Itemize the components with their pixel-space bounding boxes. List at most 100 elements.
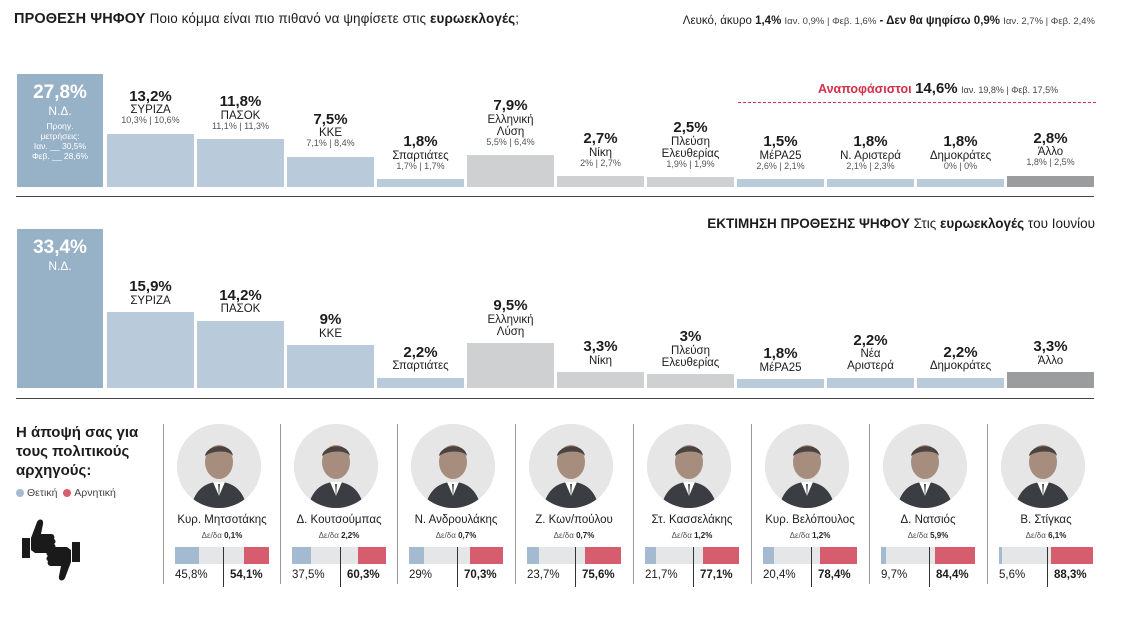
positive-bar (292, 547, 311, 564)
value-label: 33,4% (33, 237, 87, 259)
negative-dot-icon (63, 489, 72, 498)
negative-bar (1051, 547, 1093, 564)
category-label: Σπαρτιάτες (392, 149, 449, 162)
positive-label: 21,7% (645, 569, 678, 581)
leader-dk: Δε/δα 0,7% (397, 531, 515, 540)
category-label: Ελληνική (487, 313, 534, 326)
positive-label: 37,5% (292, 569, 325, 581)
undecided-label: Αναποφάσιστοι (818, 82, 912, 96)
bar-2 (197, 320, 284, 388)
previous-values: 2% | 2,7% (580, 157, 621, 168)
leader-name: Κυρ. Βελόπουλος (765, 514, 855, 526)
negative-label: 54,1% (230, 569, 263, 581)
blank-label: Λευκό, άκυρο (682, 15, 752, 27)
category-label: Ν.Δ. (48, 259, 72, 274)
previous-values: 0% | 0% (943, 160, 978, 171)
bar-4 (377, 377, 464, 388)
category-label: ΚΚΕ (318, 127, 342, 140)
dk-value: 1,2% (694, 531, 713, 540)
vote-estimate-chart: 33,4% Ν.Δ. 15,9% ΣΥΡΙΖΑ 14,2% ΠΑΣΟΚ 9% ΚΚΕ 2,2% Σ… (17, 229, 1094, 388)
category-label: Λύση (496, 125, 525, 138)
value-label: 15,9% (129, 278, 172, 296)
value-label: 2,2% (943, 343, 978, 361)
undecided-note: Αναποφάσιστοι 14,6% Ιαν. 19,8% | Φεβ. 17… (818, 80, 1058, 97)
section-divider-2 (16, 398, 1094, 399)
blank-and-abstain-note: Λευκό, άκυρο 1,4% Ιαν. 0,9% | Φεβ. 1,6% … (683, 15, 1095, 27)
negative-bar (935, 547, 975, 564)
bar-3 (287, 345, 374, 388)
dk-label: Δε/δα (789, 531, 813, 540)
leader-card: Κυρ. Μητσοτάκης Δε/δα 0,1% 45,8% 54,1% (163, 424, 281, 587)
leader-card: Δ. Νατσιός Δε/δα 5,9% 9,7% 84,4% (869, 424, 987, 587)
value-label: 11,8% (219, 93, 262, 111)
value-label: 27,8% (33, 82, 87, 104)
bar-1 (107, 312, 194, 388)
leaders-legend: Θετική Αρνητική (16, 487, 116, 499)
category-label: ΚΚΕ (318, 328, 342, 340)
blank-prev: Ιαν. 0,9% | Φεβ. 1,6% (784, 16, 877, 27)
previous-values: 2,1% | 2,3% (846, 160, 895, 171)
value-label: 1,8% (943, 133, 978, 150)
bar-label-7: 3% Πλεύση Ελευθερίας (647, 328, 734, 369)
undecided-value: 14,6% (915, 80, 958, 97)
leader-divider (163, 424, 164, 584)
category-label: Πλεύση (671, 135, 710, 148)
wont-vote-prev: Ιαν. 2,7% | Φεβ. 2,4% (1003, 16, 1095, 27)
bar-3 (287, 156, 374, 187)
category-label: Ν. Αριστερά (840, 149, 901, 162)
leader-dk: Δε/δα 1,2% (633, 531, 751, 540)
positive-label: 20,4% (763, 569, 796, 581)
dk-label: Δε/δα (435, 531, 459, 540)
bar-label-2: 14,2% ΠΑΣΟΚ (197, 287, 284, 316)
leader-dk: Δε/δα 5,9% (869, 531, 987, 540)
divider-tick (929, 547, 930, 587)
leader-card: Ν. Ανδρουλάκης Δε/δα 0,7% 29% 70,3% (397, 424, 515, 587)
leader-portrait (529, 424, 613, 508)
value-label: 1,8% (403, 133, 438, 150)
dk-value: 2,2% (341, 531, 360, 540)
leader-name: Ν. Ανδρουλάκης (414, 514, 498, 526)
estimate-title-bold: ΕΚΤΙΜΗΣΗ ΠΡΟΘΕΣΗΣ ΨΗΦΟΥ (707, 216, 910, 231)
bar-6 (557, 176, 644, 187)
dk-label: Δε/δα (907, 531, 931, 540)
positive-bar (763, 547, 774, 564)
category-label: Άλλο (1037, 146, 1064, 159)
bar-11 (1007, 372, 1094, 388)
value-label: 9,5% (493, 296, 528, 314)
positive-bar (175, 547, 199, 564)
category-label: Δημοκράτες (929, 149, 992, 162)
divider-tick (340, 547, 341, 587)
leader-card: Β. Στίγκας Δε/δα 6,1% 5,6% 88,3% (987, 424, 1105, 587)
chart-subtitle: Ποιο κόμμα είναι πιο πιθανό να ψηφίσετε … (150, 11, 519, 26)
bar-0 (17, 74, 103, 187)
thumbs-up-down-icon (18, 516, 84, 584)
value-label: 2,8% (1033, 129, 1068, 147)
negative-label: 88,3% (1054, 569, 1087, 581)
title-text: ΠΡΟΘΕΣΗ ΨΗΦΟΥ (14, 11, 146, 27)
negative-label: 77,1% (700, 569, 733, 581)
bar-4 (377, 179, 464, 187)
bar-7 (647, 373, 734, 388)
subtitle-bold: ευρωεκλογές (430, 11, 516, 26)
dk-value: 0,7% (576, 531, 595, 540)
leader-card: Δ. Κουτσούμπας Δε/δα 2,2% 37,5% 60,3% (280, 424, 398, 587)
negative-label: 78,4% (818, 569, 851, 581)
negative-label: 60,3% (347, 569, 380, 581)
dk-value: 6,1% (1048, 531, 1067, 540)
bar-label-9: 2,2% Νέα Αριστερά (827, 332, 914, 373)
nd-previous-line-3: Φεβ. __ 28,6% (31, 150, 89, 161)
category-label: Ελληνική (487, 113, 534, 126)
previous-values: 1,9% | 1,9% (666, 158, 715, 169)
positive-bar (645, 547, 656, 564)
category-label: ΠΑΣΟΚ (220, 109, 261, 122)
dk-label: Δε/δα (553, 531, 577, 540)
leader-portrait (647, 424, 731, 508)
divider-tick (1047, 547, 1048, 587)
value-label: 9% (319, 311, 342, 329)
positive-bar (527, 547, 539, 564)
previous-values: 1,8% | 2,5% (1026, 157, 1075, 168)
bar-label-8: 1,8% ΜέΡΑ25 (737, 346, 824, 374)
bar-5 (467, 155, 554, 187)
category-label: ΜέΡΑ25 (759, 362, 802, 375)
category-label: Δημοκράτες (929, 360, 992, 373)
